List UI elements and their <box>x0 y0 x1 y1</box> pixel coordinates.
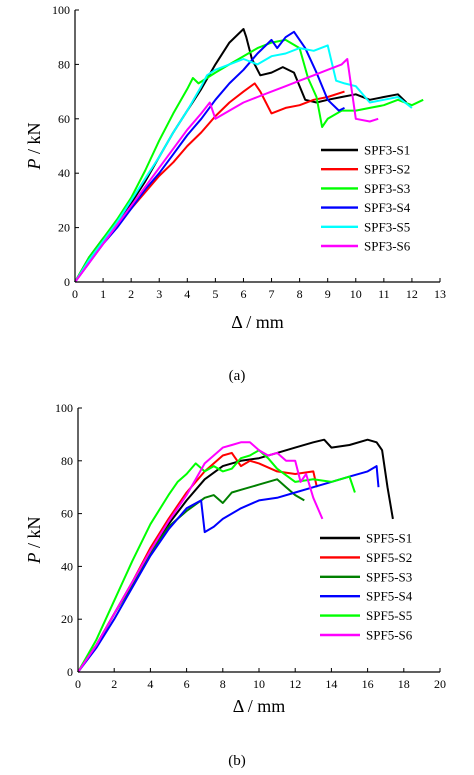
x-tick-label: 8 <box>220 677 226 691</box>
y-axis-label: P / kN <box>24 122 44 170</box>
x-tick-label: 14 <box>325 677 337 691</box>
x-tick-label: 5 <box>212 287 218 301</box>
y-tick-label: 80 <box>61 454 73 468</box>
series-line-SPF5-S3 <box>77 478 305 673</box>
series-line-SPF3-S6 <box>74 58 379 283</box>
x-tick-label: 12 <box>406 287 418 301</box>
y-tick-label: 100 <box>55 401 73 415</box>
x-tick-label: 10 <box>350 287 362 301</box>
y-tick-label: 100 <box>52 3 70 17</box>
legend-label-SPF3-S2: SPF3-S2 <box>364 162 410 177</box>
x-tick-label: 16 <box>362 677 374 691</box>
x-tick-label: 8 <box>297 287 303 301</box>
series-line-SPF5-S5 <box>77 449 356 673</box>
legend-label-SPF3-S6: SPF3-S6 <box>364 239 411 254</box>
legend-label-SPF3-S4: SPF3-S4 <box>364 200 411 215</box>
y-tick-label: 0 <box>67 665 73 679</box>
x-tick-label: 0 <box>72 287 78 301</box>
series-line-SPF5-S6 <box>77 441 324 673</box>
figure-caption: (a) <box>229 368 246 384</box>
series-line-SPF3-S4 <box>74 30 345 283</box>
y-tick-label: 40 <box>58 166 70 180</box>
x-tick-label: 2 <box>111 677 117 691</box>
x-tick-label: 4 <box>184 287 190 301</box>
x-tick-label: 0 <box>75 677 81 691</box>
y-tick-label: 20 <box>58 221 70 235</box>
legend-label-SPF5-S5: SPF5-S5 <box>366 608 412 623</box>
series-line-SPF3-S5 <box>74 44 413 283</box>
x-axis-label: Δ / mm <box>233 696 286 716</box>
legend-label-SPF3-S1: SPF3-S1 <box>364 143 410 158</box>
legend-label-SPF5-S3: SPF5-S3 <box>366 569 412 584</box>
y-tick-label: 0 <box>64 275 70 289</box>
x-tick-label: 4 <box>147 677 153 691</box>
legend-label-SPF5-S4: SPF5-S4 <box>366 589 413 604</box>
legend-label-SPF5-S2: SPF5-S2 <box>366 550 412 565</box>
x-tick-label: 7 <box>269 287 275 301</box>
figure-caption: (b) <box>228 753 246 769</box>
x-tick-label: 2 <box>128 287 134 301</box>
y-tick-label: 20 <box>61 612 73 626</box>
x-tick-label: 11 <box>378 287 390 301</box>
legend-label-SPF5-S6: SPF5-S6 <box>366 628 413 643</box>
series-line-SPF3-S2 <box>74 82 345 283</box>
x-tick-label: 13 <box>434 287 446 301</box>
legend: SPF3-S1 SPF3-S2 SPF3-S3 SPF3-S4 SPF3-S5 SPF3-… <box>321 143 411 254</box>
y-tick-label: 80 <box>58 57 70 71</box>
x-tick-label: 9 <box>325 287 331 301</box>
x-tick-label: 10 <box>253 677 265 691</box>
legend-label-SPF3-S3: SPF3-S3 <box>364 181 410 196</box>
x-tick-label: 20 <box>434 677 446 691</box>
series-line-SPF3-S1 <box>74 28 407 283</box>
x-tick-label: 6 <box>184 677 190 691</box>
x-tick-label: 1 <box>100 287 106 301</box>
y-tick-label: 60 <box>61 507 73 521</box>
x-axis-label: Δ / mm <box>231 312 284 332</box>
series-line-SPF5-S1 <box>77 438 394 673</box>
series-line-SPF3-S3 <box>74 38 424 283</box>
x-tick-label: 12 <box>289 677 301 691</box>
y-axis-label: P / kN <box>24 516 44 564</box>
x-tick-label: 18 <box>398 677 410 691</box>
chart-2: 0 2 4 6 8 10 12 14 16 18 20 0 20 40 60 80 100 Δ / mm P / k… <box>24 401 446 769</box>
y-tick-label: 40 <box>61 559 73 573</box>
legend: SPF5-S1 SPF5-S2 SPF5-S3 SPF5-S4 SPF5-S5 SPF5-… <box>320 531 413 643</box>
x-tick-label: 3 <box>156 287 162 301</box>
legend-label-SPF3-S5: SPF3-S5 <box>364 219 410 234</box>
x-tick-label: 6 <box>240 287 246 301</box>
y-tick-label: 60 <box>58 112 70 126</box>
legend-label-SPF5-S1: SPF5-S1 <box>366 531 412 546</box>
series-line-SPF5-S2 <box>77 451 318 673</box>
